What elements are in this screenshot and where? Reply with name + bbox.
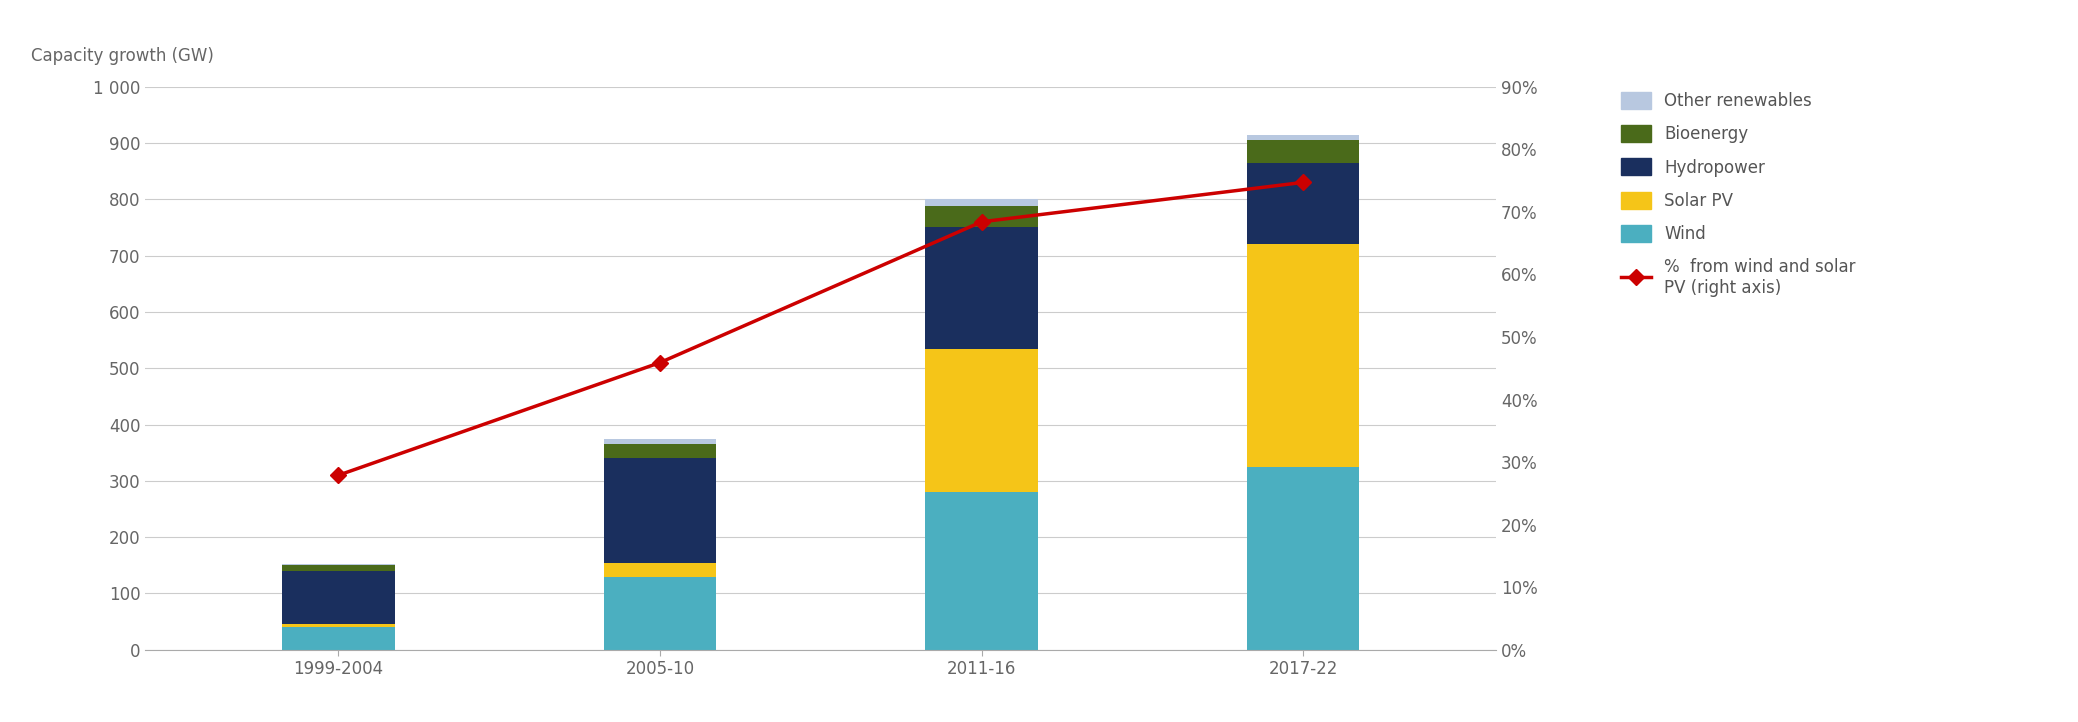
Bar <box>1247 466 1359 650</box>
Bar <box>605 458 717 562</box>
Bar <box>1247 162 1359 244</box>
Text: Capacity growth (GW): Capacity growth (GW) <box>31 47 214 65</box>
Legend: Other renewables, Bioenergy, Hydropower, Solar PV, Wind, %  from wind and solar
: Other renewables, Bioenergy, Hydropower,… <box>1613 84 1864 305</box>
Bar <box>925 199 1037 206</box>
Bar <box>1247 140 1359 162</box>
Bar <box>283 571 395 625</box>
Bar <box>283 565 395 571</box>
Bar <box>283 627 395 650</box>
Bar <box>925 227 1037 349</box>
Bar <box>605 562 717 577</box>
Bar <box>605 438 717 444</box>
Bar <box>283 625 395 627</box>
Bar <box>1247 244 1359 466</box>
Bar <box>925 492 1037 650</box>
Bar <box>1247 134 1359 140</box>
Bar <box>605 444 717 458</box>
Bar <box>283 564 395 565</box>
Bar <box>925 349 1037 492</box>
Bar <box>925 206 1037 227</box>
Bar <box>605 577 717 650</box>
